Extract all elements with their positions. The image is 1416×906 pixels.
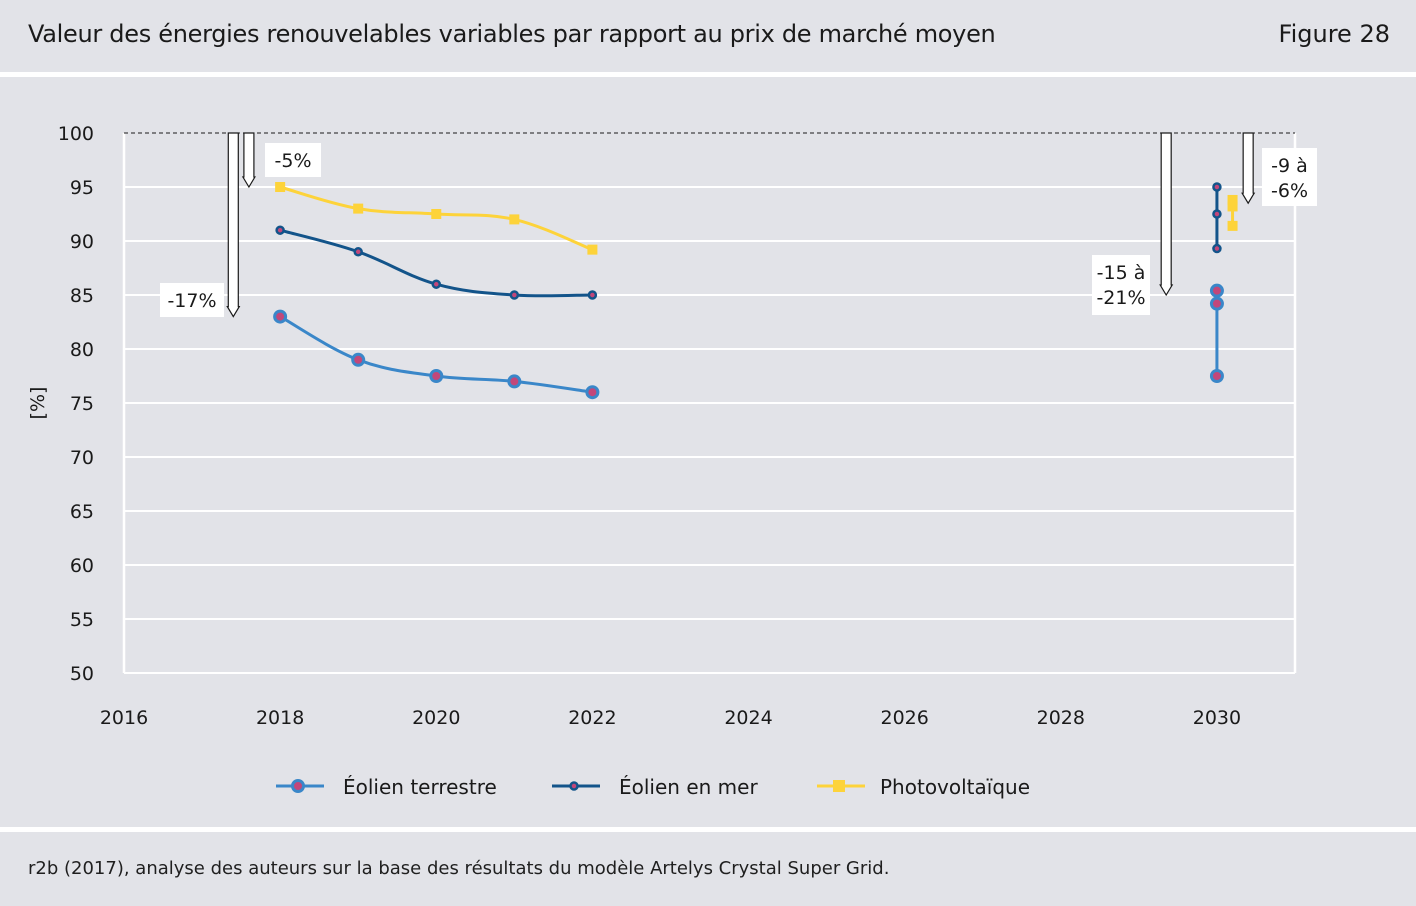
annotation-a5: -5%	[241, 132, 321, 189]
data-point	[507, 374, 522, 389]
annotation-label: -5%	[275, 150, 312, 172]
data-point	[1212, 182, 1222, 192]
y-tick-label: 85	[70, 285, 94, 307]
y-tick-label: 100	[58, 123, 94, 145]
x-tick-label: 2020	[412, 707, 460, 729]
data-point	[1227, 220, 1238, 231]
data-point	[1209, 296, 1224, 311]
data-point	[291, 779, 305, 793]
data-point	[1227, 201, 1238, 212]
legend-item[interactable]: Éolien en mer	[552, 775, 758, 799]
y-axis-label: [%]	[27, 387, 49, 420]
legend-label: Éolien en mer	[619, 775, 758, 799]
y-tick-label: 70	[70, 447, 94, 469]
axis-ticks: 100 95 90 85 80 75 70 65 60 55 50 2016 2018 2020 2022 2…	[27, 123, 1241, 729]
annotation-arrow	[1241, 132, 1256, 205]
footer-divider	[0, 827, 1416, 832]
y-tick-label: 55	[70, 609, 94, 631]
x-tick-label: 2024	[724, 707, 772, 729]
data-point	[569, 781, 579, 791]
annotation-label: -17%	[167, 290, 216, 312]
data-point	[1209, 283, 1224, 298]
data-point	[833, 780, 845, 792]
y-tick-label: 80	[70, 339, 94, 361]
x-tick-label: 2022	[568, 707, 616, 729]
y-tick-label: 75	[70, 393, 94, 415]
data-point	[275, 225, 285, 235]
annotation-label: -15 à	[1097, 262, 1146, 284]
series--olien-terrestre	[273, 283, 1224, 400]
data-point	[1212, 243, 1222, 254]
annotation-label: -21%	[1096, 287, 1145, 309]
legend-label: Photovoltaïque	[880, 775, 1030, 799]
annotation-arrow	[1159, 132, 1174, 297]
y-tick-label: 95	[70, 177, 94, 199]
annotation-box	[265, 143, 321, 177]
annotation-a17: -17%	[160, 132, 241, 318]
data-point	[1227, 194, 1238, 205]
data-point	[431, 279, 442, 289]
annotations: -17% -5% -15 à -21% -9 à -6%	[160, 132, 1317, 318]
data-point	[585, 385, 600, 400]
data-point	[275, 182, 286, 192]
annotation-box	[1092, 255, 1150, 315]
header-divider	[0, 72, 1416, 77]
annotation-label: -9 à	[1271, 155, 1308, 177]
data-point	[353, 247, 363, 257]
legend: Éolien terrestre Éolien en mer Photovoltaï…	[276, 775, 1030, 799]
data-point	[1212, 209, 1222, 219]
data-point	[587, 290, 598, 300]
x-tick-label: 2026	[880, 707, 928, 729]
legend-label: Éolien terrestre	[343, 775, 497, 799]
annotation-a9: -9 à -6%	[1241, 132, 1317, 206]
series-photovolta-que	[275, 182, 1238, 255]
x-tick-label: 2018	[256, 707, 304, 729]
legend-item[interactable]: Éolien terrestre	[276, 775, 497, 799]
x-tick-label: 2028	[1037, 707, 1085, 729]
source-note: r2b (2017), analyse des auteurs sur la b…	[28, 858, 890, 879]
data-point	[429, 369, 444, 383]
header: Valeur des énergies renouvelables variab…	[0, 0, 1416, 72]
data-point	[431, 209, 442, 219]
x-tick-label: 2016	[100, 707, 148, 729]
y-tick-label: 60	[70, 555, 94, 577]
grid	[122, 132, 1297, 674]
x-tick-label: 2030	[1193, 707, 1241, 729]
data-point	[587, 244, 598, 255]
annotation-arrow	[241, 132, 256, 189]
data-point	[1209, 369, 1224, 383]
data-point	[273, 309, 288, 324]
y-tick-label: 90	[70, 231, 94, 253]
chart-area: 100 95 90 85 80 75 70 65 60 55 50 2016 2018 2020 2022 2…	[0, 77, 1416, 827]
annotation-a15: -15 à -21%	[1092, 132, 1174, 315]
series-layer	[273, 182, 1238, 400]
data-point	[351, 352, 366, 367]
data-point	[509, 214, 520, 225]
annotation-box	[160, 283, 224, 317]
y-tick-label: 50	[70, 663, 94, 685]
series--olien-en-mer	[275, 182, 1222, 300]
data-point	[353, 203, 364, 214]
chart-title: Valeur des énergies renouvelables variab…	[28, 20, 996, 48]
legend-item[interactable]: Photovoltaïque	[817, 775, 1030, 799]
figure-number: Figure 28	[1278, 20, 1390, 48]
data-point	[509, 290, 520, 300]
y-tick-label: 65	[70, 501, 94, 523]
annotation-arrow	[226, 132, 241, 318]
annotation-label: -6%	[1271, 180, 1308, 202]
annotation-box	[1262, 148, 1317, 206]
